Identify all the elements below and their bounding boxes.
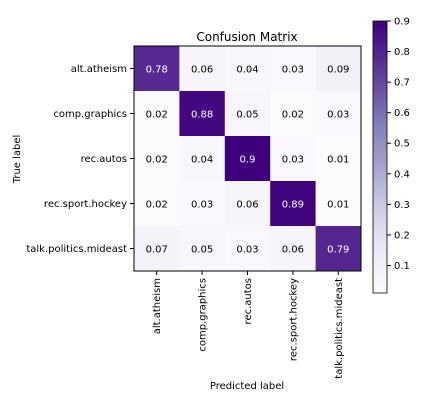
heatmap-cell <box>134 226 180 272</box>
colorbar-tick-label: 0.8 <box>394 47 410 58</box>
heatmap-cell <box>270 181 317 227</box>
heatmap-cells: 0.78 0.06 0.04 0.03 0.09 0.02 0.88 0.05 0.02 0.03… <box>134 46 362 272</box>
heatmap-cell <box>224 46 271 92</box>
colorbar-tick-label: 0.1 <box>394 261 410 272</box>
heatmap-cell <box>179 91 226 137</box>
x-axis-label: Predicted label <box>210 381 284 392</box>
cell-value-label: 0.03 <box>327 110 349 121</box>
cell-value-label: 0.9 <box>240 155 256 166</box>
y-tick-label: rec.sport.hockey <box>44 199 127 210</box>
cell-value-label: 0.04 <box>236 65 258 76</box>
heatmap-cell <box>270 226 317 272</box>
heatmap-cell <box>315 46 362 92</box>
colorbar-tick-label: 0.7 <box>394 78 410 89</box>
heatmap-cell <box>224 136 271 182</box>
cell-value-label: 0.03 <box>282 65 304 76</box>
cell-value-label: 0.02 <box>146 155 168 166</box>
y-tick-label: alt.atheism <box>71 64 127 75</box>
heatmap-cell <box>179 136 226 182</box>
heatmap-cell <box>134 91 180 137</box>
cell-value-label: 0.06 <box>236 200 258 211</box>
colorbar-tick-label: 0.3 <box>394 200 410 211</box>
x-tick-label: comp.graphics <box>198 278 209 352</box>
cell-value-label: 0.06 <box>282 245 304 256</box>
cell-value-label: 0.04 <box>191 155 213 166</box>
chart-title: Confusion Matrix <box>196 30 297 44</box>
y-axis-ticks: alt.atheism comp.graphics rec.autos rec.spo… <box>26 64 134 255</box>
heatmap-cell <box>179 226 226 272</box>
heatmap-cell <box>179 181 226 227</box>
cell-value-label: 0.03 <box>191 200 213 211</box>
cell-value-label: 0.89 <box>282 200 304 211</box>
x-tick-label: rec.sport.hockey <box>288 278 299 361</box>
heatmap-cell <box>134 136 180 182</box>
colorbar: 0.1 0.2 0.3 0.4 0.5 0.6 0.7 0.8 0.9 <box>372 17 410 294</box>
cell-value-label: 0.02 <box>146 110 168 121</box>
heatmap-cell <box>134 46 180 92</box>
cell-value-label: 0.01 <box>327 200 349 211</box>
heatmap-cell <box>270 91 317 137</box>
heatmap-cell <box>315 91 362 137</box>
colorbar-tick-label: 0.2 <box>394 230 410 241</box>
heatmap-cell <box>315 226 362 272</box>
colorbar-tick-label: 0.4 <box>394 169 410 180</box>
heatmap-cell <box>134 181 180 227</box>
cell-value-label: 0.09 <box>327 65 349 76</box>
cell-value-label: 0.03 <box>282 155 304 166</box>
cell-value-label: 0.02 <box>282 110 304 121</box>
y-axis-label: True label <box>12 135 23 185</box>
heatmap-cell <box>315 181 362 227</box>
heatmap-cell <box>224 91 271 137</box>
y-tick-label: talk.politics.mideast <box>26 244 127 255</box>
heatmap-cell <box>270 46 317 92</box>
y-tick-label: rec.autos <box>81 154 127 165</box>
heatmap-cell <box>224 226 271 272</box>
y-tick-label: comp.graphics <box>53 109 127 120</box>
x-tick-label: rec.autos <box>243 278 254 324</box>
heatmap-cell <box>224 181 271 227</box>
colorbar-tick-label: 0.9 <box>394 17 410 28</box>
cell-value-label: 0.01 <box>327 155 349 166</box>
cell-value-label: 0.03 <box>236 245 258 256</box>
heatmap-cell <box>315 136 362 182</box>
cell-value-label: 0.05 <box>191 245 213 256</box>
heatmap-cell <box>179 46 226 92</box>
x-tick-label: talk.politics.mideast <box>334 278 345 379</box>
colorbar-tick-label: 0.6 <box>394 108 410 119</box>
heatmap-cell <box>270 136 317 182</box>
colorbar-gradient <box>372 20 388 294</box>
cell-value-label: 0.07 <box>146 245 168 256</box>
cell-value-label: 0.88 <box>191 110 213 121</box>
x-tick-label: alt.atheism <box>152 278 163 334</box>
cell-value-label: 0.79 <box>327 245 349 256</box>
plot-frame <box>133 45 362 272</box>
cell-value-label: 0.06 <box>191 65 213 76</box>
colorbar-tick-label: 0.5 <box>394 139 410 150</box>
cell-value-label: 0.78 <box>146 65 168 76</box>
x-axis-ticks: alt.atheism comp.graphics rec.autos rec.spo… <box>152 271 345 379</box>
cell-value-label: 0.02 <box>146 200 168 211</box>
cell-value-label: 0.05 <box>236 110 258 121</box>
